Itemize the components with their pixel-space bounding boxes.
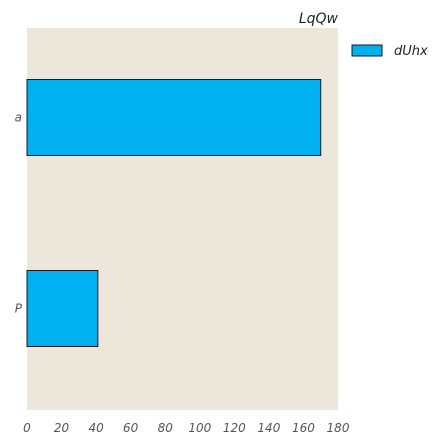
x-tick-label: 120 <box>223 421 246 435</box>
x-tick-labels: 0 20 40 60 80 100 120 140 160 180 <box>23 421 350 435</box>
bar-a <box>26 79 322 156</box>
x-tick-label: 20 <box>54 421 70 435</box>
chart-title: LqQw <box>299 11 339 27</box>
legend: dUhx <box>351 44 428 59</box>
legend-swatch <box>351 44 383 57</box>
y-tick-labels: aP <box>15 111 23 316</box>
y-tick-label: a <box>15 111 22 125</box>
x-tick-label: 40 <box>88 421 104 435</box>
bar-P <box>26 270 99 347</box>
legend-label: dUhx <box>394 44 428 59</box>
x-tick-label: 60 <box>123 421 139 435</box>
x-tick-label: 160 <box>292 421 315 435</box>
x-tick-label: 140 <box>257 421 280 435</box>
bars-layer <box>26 79 322 347</box>
x-tick-label: 100 <box>188 421 211 435</box>
x-tick-label: 0 <box>23 421 31 435</box>
x-tick-label: 80 <box>158 421 174 435</box>
y-tick-label: P <box>15 302 23 316</box>
x-tick-label: 180 <box>327 421 350 435</box>
